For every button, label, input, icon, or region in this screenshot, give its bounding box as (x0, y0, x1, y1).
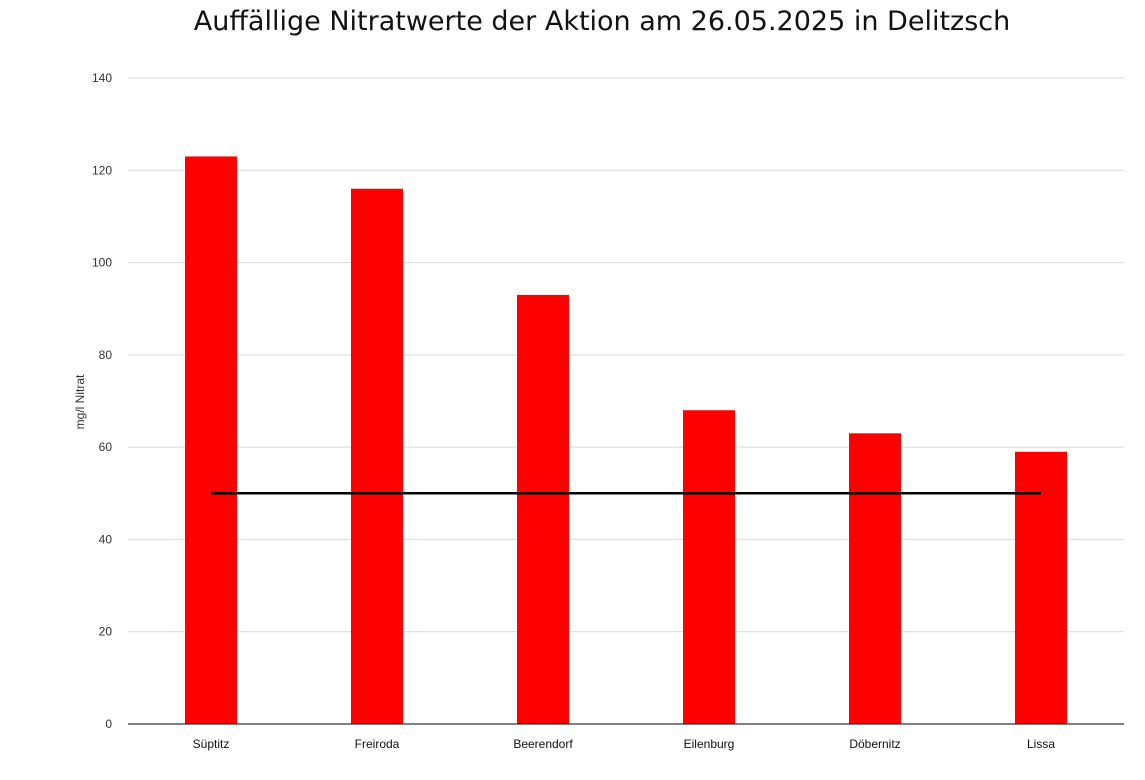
y-axis-ticks: 0 20 40 60 80 100 120 140 (92, 71, 112, 731)
bar (1015, 451, 1067, 724)
x-tick-label: Döbernitz (849, 737, 900, 751)
x-tick-label: Süptitz (193, 737, 230, 751)
x-tick-label: Eilenburg (684, 737, 735, 751)
bars (185, 156, 1067, 724)
bar (351, 188, 403, 724)
y-tick-label: 60 (99, 440, 113, 454)
bar (517, 294, 569, 724)
y-tick-label: 40 (99, 532, 113, 546)
bar (185, 156, 237, 724)
y-tick-label: 0 (105, 717, 112, 731)
y-tick-label: 140 (92, 71, 112, 85)
y-tick-label: 100 (92, 256, 112, 270)
y-tick-label: 80 (99, 348, 113, 362)
y-axis-label: mg/l Nitrat (73, 374, 87, 429)
x-axis-labels: Süptitz Freiroda Beerendorf Eilenburg Döbern… (193, 737, 1056, 751)
gridlines (128, 77, 1124, 633)
x-tick-label: Lissa (1027, 737, 1055, 751)
y-tick-label: 120 (92, 163, 112, 177)
y-tick-label: 20 (99, 625, 113, 639)
bar (683, 410, 735, 724)
x-tick-label: Freiroda (355, 737, 400, 751)
chart-title: Auffällige Nitratwerte der Aktion am 26.… (193, 6, 1011, 37)
bar (849, 433, 901, 724)
x-tick-label: Beerendorf (513, 737, 573, 751)
